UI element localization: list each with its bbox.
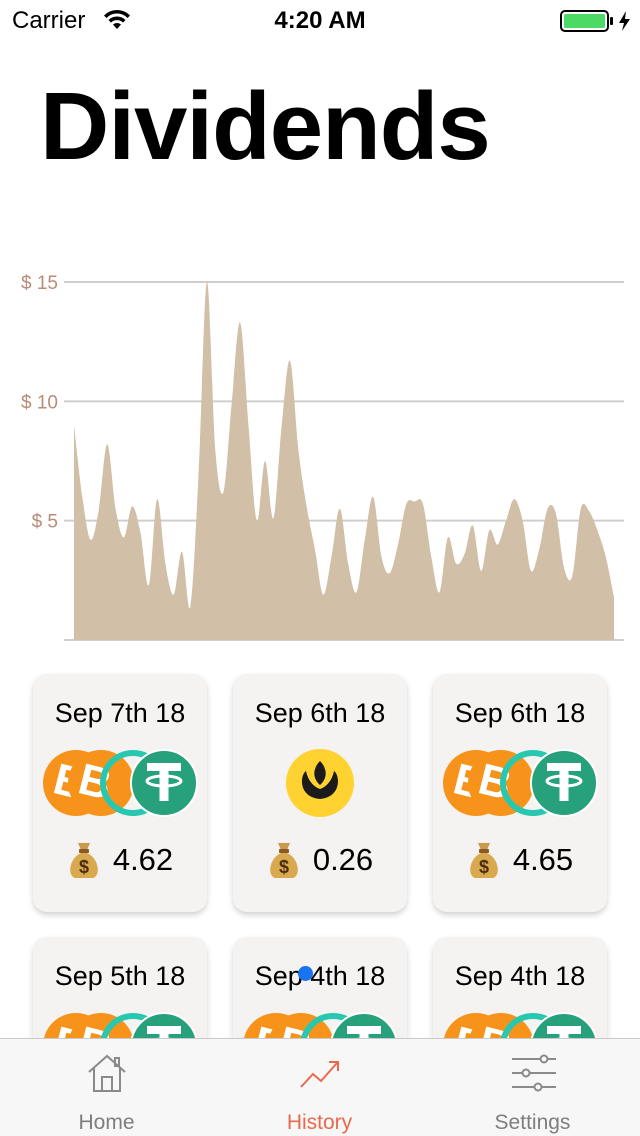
money-bag-icon: $: [70, 843, 98, 878]
house-icon: [88, 1054, 126, 1092]
battery-charging-icon: [560, 10, 630, 32]
tether-icon: [130, 749, 198, 817]
y-tick-label: $ 10: [21, 392, 58, 413]
card-date: Sep 4th 18: [254, 961, 386, 991]
card-amount-value: 0.26: [312, 842, 374, 877]
dividends-chart: $ 15 $ 10 $ 5: [0, 250, 640, 650]
card-date: Sep 4th 18: [454, 961, 586, 991]
card-amount-value: 4.65: [512, 842, 574, 877]
tab-history[interactable]: History: [213, 1039, 426, 1136]
svg-text:$: $: [479, 857, 489, 877]
card-amount-value: 4.62: [112, 842, 174, 877]
card-date: Sep 6th 18: [454, 698, 586, 728]
tab-settings[interactable]: Settings: [426, 1039, 639, 1136]
tether-icon: [530, 749, 598, 817]
y-tick-label: $ 5: [32, 512, 58, 533]
card-amount: $4.65: [433, 840, 607, 880]
svg-text:$: $: [79, 857, 89, 877]
scroll-indicator: [298, 966, 313, 981]
card-amount: $0.26: [233, 840, 407, 880]
tulip-coin-icon: [286, 749, 354, 817]
money-bag-icon: $: [270, 843, 298, 878]
svg-text:$: $: [279, 857, 289, 877]
dividends-chart-svg: $ 15 $ 10 $ 5: [21, 273, 624, 641]
money-bag-icon: $: [470, 843, 498, 878]
tab-home-label: Home: [78, 1111, 135, 1134]
card-coin-icons: [233, 748, 407, 818]
trend-icon: [300, 1061, 339, 1088]
tab-settings-label: Settings: [494, 1111, 571, 1134]
carrier-label: Carrier: [12, 7, 86, 34]
card-coin-icons: B B: [433, 748, 607, 818]
y-tick-label: $ 15: [21, 273, 58, 294]
tab-bar: Home History Settings: [0, 1038, 640, 1136]
tab-history-label: History: [286, 1111, 353, 1134]
card-date: Sep 7th 18: [54, 698, 186, 728]
wifi-icon: [104, 9, 130, 29]
dividend-card[interactable]: Sep 6th 18 $0.26: [233, 674, 407, 912]
dividend-card[interactable]: Sep 6th 18 B B $4.65: [433, 674, 607, 912]
card-amount: $4.62: [33, 840, 207, 880]
card-coin-icons: B B: [33, 748, 207, 818]
card-date: Sep 6th 18: [254, 698, 386, 728]
sliders-icon: [512, 1054, 556, 1092]
page-title: Dividends: [40, 73, 491, 180]
status-time: 4:20 AM: [274, 7, 366, 34]
dividend-area-series: [74, 281, 614, 640]
dividend-card[interactable]: Sep 7th 18 B B $4.62: [33, 674, 207, 912]
card-date: Sep 5th 18: [54, 961, 186, 991]
status-bar: Carrier 4:20 AM: [0, 0, 640, 40]
tab-home[interactable]: Home: [0, 1039, 213, 1136]
